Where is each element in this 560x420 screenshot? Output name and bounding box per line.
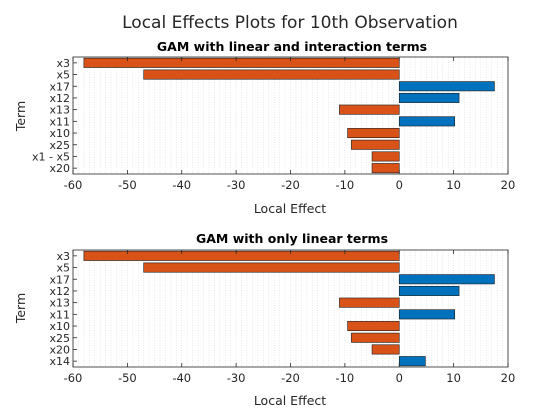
bar bbox=[339, 297, 400, 308]
category-label: x17 bbox=[49, 80, 70, 93]
x-tick-label: -50 bbox=[118, 178, 137, 192]
bar bbox=[83, 57, 400, 68]
bar bbox=[398, 356, 426, 367]
chart-2-xlabel: Local Effect bbox=[254, 393, 326, 408]
x-tick-label: -40 bbox=[172, 371, 191, 385]
category-label: x10 bbox=[49, 127, 70, 140]
x-tick-label: 10 bbox=[446, 371, 461, 385]
category-label: x13 bbox=[49, 297, 70, 310]
category-label: x11 bbox=[49, 115, 70, 128]
category-label: x3 bbox=[56, 57, 70, 70]
chart-panel-1: GAM with linear and interaction terms x3… bbox=[13, 39, 515, 216]
bar bbox=[371, 344, 400, 355]
chart-2-grid bbox=[72, 250, 509, 367]
bar bbox=[371, 151, 400, 162]
x-tick-label: -10 bbox=[335, 178, 354, 192]
category-label: x20 bbox=[49, 343, 70, 356]
bar bbox=[351, 332, 400, 343]
chart-2-bars bbox=[83, 250, 495, 367]
category-label: x13 bbox=[49, 104, 70, 117]
category-label: x20 bbox=[49, 162, 70, 175]
x-tick-label: -30 bbox=[227, 371, 246, 385]
bar bbox=[143, 262, 400, 273]
bar bbox=[398, 116, 456, 127]
bar bbox=[398, 285, 460, 296]
x-tick-label: -30 bbox=[227, 178, 246, 192]
figure-title: Local Effects Plots for 10th Observation bbox=[122, 13, 458, 33]
bar bbox=[398, 81, 495, 92]
bar bbox=[351, 139, 400, 150]
bar bbox=[398, 274, 495, 285]
bar bbox=[398, 309, 456, 320]
chart-2-axes-box bbox=[72, 249, 509, 368]
x-tick-label: -10 bbox=[335, 371, 354, 385]
x-tick-label: -60 bbox=[64, 371, 83, 385]
x-tick-label: 20 bbox=[501, 371, 516, 385]
bar bbox=[371, 163, 400, 174]
category-label: x5 bbox=[56, 69, 70, 82]
category-label: x12 bbox=[49, 92, 70, 105]
chart-1-bars bbox=[83, 57, 495, 174]
chart-2-ylabel: Term bbox=[13, 293, 28, 324]
chart-panel-2: GAM with only linear terms x3x5x17x12x13… bbox=[13, 231, 515, 408]
chart-1-title: GAM with linear and interaction terms bbox=[157, 39, 427, 54]
category-label: x1 - x5 bbox=[32, 150, 70, 163]
x-tick-label: -60 bbox=[64, 178, 83, 192]
chart-1-axes-box bbox=[72, 56, 509, 175]
bar bbox=[339, 104, 400, 115]
category-label: x25 bbox=[49, 332, 70, 345]
category-label: x12 bbox=[49, 285, 70, 298]
category-label: x14 bbox=[49, 355, 70, 368]
chart-1-x-ticks: -60 -50 -40 -30 -20 -10 0 10 20 bbox=[64, 57, 516, 192]
x-tick-label: -40 bbox=[172, 178, 191, 192]
bar bbox=[398, 92, 460, 103]
category-label: x25 bbox=[49, 139, 70, 152]
x-tick-label: 20 bbox=[501, 178, 516, 192]
category-label: x10 bbox=[49, 320, 70, 333]
chart-2-title: GAM with only linear terms bbox=[196, 231, 388, 246]
x-tick-label: 0 bbox=[396, 371, 403, 385]
bar bbox=[143, 69, 400, 80]
x-tick-label: -20 bbox=[281, 371, 300, 385]
category-label: x3 bbox=[56, 250, 70, 263]
bar bbox=[347, 321, 400, 332]
chart-1-xlabel: Local Effect bbox=[254, 201, 326, 216]
category-label: x11 bbox=[49, 308, 70, 321]
chart-1-ylabel: Term bbox=[13, 101, 28, 132]
x-tick-label: 0 bbox=[396, 178, 403, 192]
x-tick-label: -20 bbox=[281, 178, 300, 192]
x-tick-label: 10 bbox=[446, 178, 461, 192]
category-label: x5 bbox=[56, 262, 70, 275]
bar bbox=[83, 250, 400, 261]
category-label: x17 bbox=[49, 273, 70, 286]
x-tick-label: -50 bbox=[118, 371, 137, 385]
chart-1-grid bbox=[72, 57, 509, 174]
bar bbox=[347, 128, 400, 139]
chart-2-x-ticks: -60 -50 -40 -30 -20 -10 0 10 20 bbox=[64, 250, 516, 385]
